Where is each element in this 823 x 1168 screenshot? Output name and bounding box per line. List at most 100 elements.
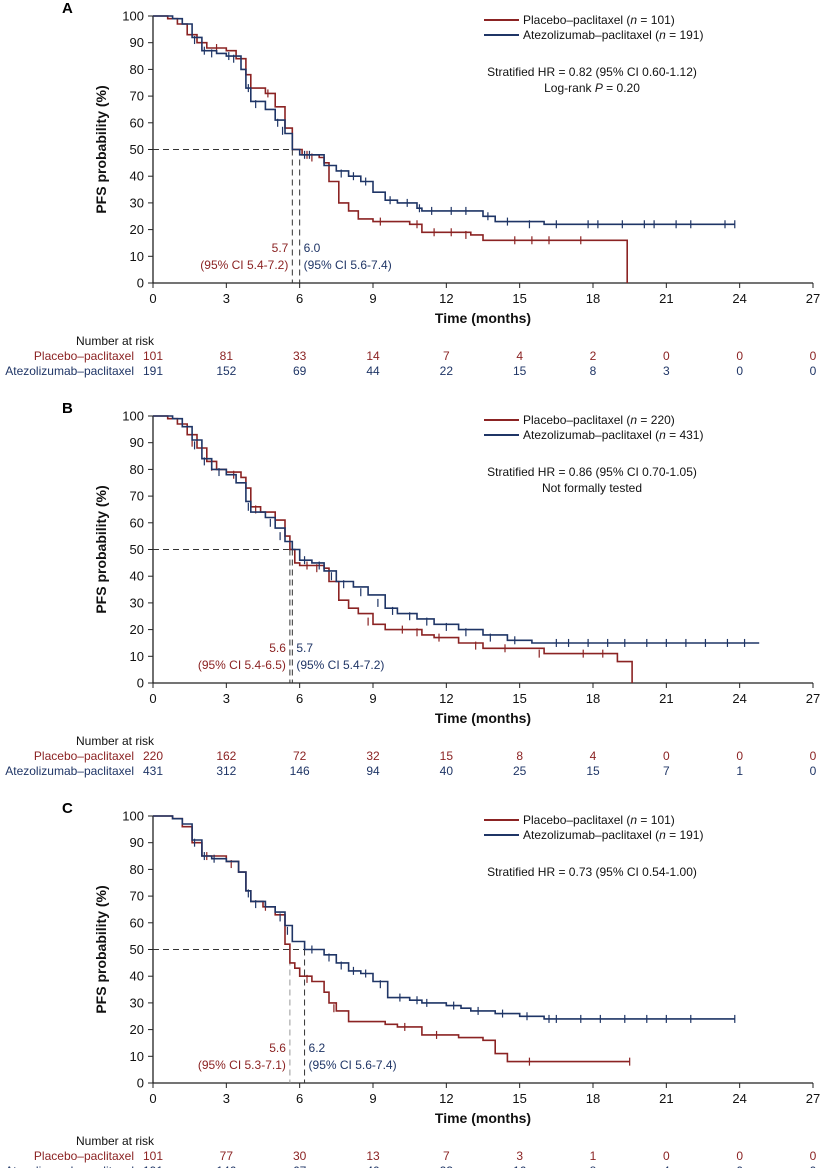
y-tick-label: 30 [130, 595, 144, 610]
y-tick-label: 10 [130, 649, 144, 664]
y-tick-label: 80 [130, 462, 144, 477]
y-tick-label: 0 [137, 1076, 144, 1091]
x-tick-label: 27 [806, 291, 820, 306]
y-axis-title: PFS probability (%) [93, 485, 109, 613]
legend-entry-placebo: Placebo–paclitaxel (n = 220) [523, 413, 675, 427]
y-tick-label: 90 [130, 835, 144, 850]
km-curve-placebo [153, 415, 633, 683]
risk-value-atezo: 69 [293, 364, 307, 378]
y-tick-label: 10 [130, 1049, 144, 1064]
risk-value-placebo: 0 [810, 749, 817, 763]
legend-text-post: = 191) [666, 28, 704, 42]
legend-text-pre: Atezolizumab–paclitaxel ( [523, 428, 659, 442]
risk-value-placebo: 3 [516, 1149, 523, 1163]
risk-value-placebo: 72 [293, 749, 307, 763]
x-tick-label: 6 [296, 1091, 303, 1106]
x-tick-label: 12 [439, 691, 453, 706]
risk-value-atezo: 0 [736, 364, 743, 378]
legend-entry-atezo: Atezolizumab–paclitaxel (n = 191) [523, 828, 703, 842]
x-axis-title: Time (months) [435, 310, 531, 326]
y-tick-label: 10 [130, 249, 144, 264]
y-tick-label: 100 [122, 809, 144, 824]
median-value-placebo: 5.7 [272, 241, 289, 255]
risk-value-placebo: 0 [736, 1149, 743, 1163]
legend-text-post: = 220) [637, 413, 675, 427]
median-ci-atezo: (95% CI 5.6-7.4) [309, 1058, 397, 1072]
risk-row-label-atezo: Atezolizumab–paclitaxel [5, 764, 134, 778]
risk-value-placebo: 2 [590, 349, 597, 363]
x-tick-label: 9 [369, 1091, 376, 1106]
risk-value-atezo: 0 [810, 764, 817, 778]
legend-text-n: n [630, 813, 637, 827]
legend-text-n: n [659, 828, 666, 842]
y-tick-label: 100 [122, 409, 144, 424]
y-axis-title: PFS probability (%) [93, 85, 109, 213]
annotation-text: Log-rank [544, 81, 595, 95]
x-tick-label: 18 [586, 691, 600, 706]
legend-text-post: = 431) [666, 428, 704, 442]
median-ci-placebo: (95% CI 5.3-7.1) [198, 1058, 286, 1072]
risk-value-placebo: 4 [516, 349, 523, 363]
risk-value-atezo: 146 [290, 764, 310, 778]
x-tick-label: 6 [296, 291, 303, 306]
risk-table-title: Number at risk [76, 734, 155, 748]
legend-entry-atezo: Atezolizumab–paclitaxel (n = 191) [523, 28, 703, 42]
y-tick-label: 30 [130, 195, 144, 210]
x-tick-label: 27 [806, 691, 820, 706]
median-value-atezo: 6.2 [309, 1041, 326, 1055]
risk-value-placebo: 220 [143, 749, 163, 763]
median-ci-placebo: (95% CI 5.4-6.5) [198, 658, 286, 672]
risk-value-placebo: 32 [366, 749, 380, 763]
risk-value-placebo: 101 [143, 1149, 163, 1163]
legend-text-n: n [630, 13, 637, 27]
legend-text-pre: Atezolizumab–paclitaxel ( [523, 828, 659, 842]
risk-value-placebo: 30 [293, 1149, 307, 1163]
legend-text-post: = 101) [637, 813, 675, 827]
median-ci-atezo: (95% CI 5.4-7.2) [296, 658, 384, 672]
legend-entry-atezo: Atezolizumab–paclitaxel (n = 431) [523, 428, 703, 442]
risk-value-atezo: 40 [440, 764, 454, 778]
legend-text-pre: Placebo–paclitaxel ( [523, 13, 630, 27]
x-tick-label: 27 [806, 1091, 820, 1106]
risk-value-placebo: 14 [366, 349, 380, 363]
legend-text-post: = 191) [666, 828, 704, 842]
panel-label: C [62, 800, 73, 817]
risk-row-label-placebo: Placebo–paclitaxel [34, 749, 134, 763]
risk-row-label-atezo: Atezolizumab–paclitaxel [5, 1164, 134, 1168]
y-tick-label: 90 [130, 435, 144, 450]
y-tick-label: 60 [130, 515, 144, 530]
x-tick-label: 0 [149, 291, 156, 306]
risk-value-placebo: 7 [443, 1149, 450, 1163]
x-tick-label: 0 [149, 691, 156, 706]
y-tick-label: 70 [130, 889, 144, 904]
risk-value-atezo: 146 [216, 1164, 236, 1168]
km-curve-atezo [153, 15, 735, 226]
x-tick-label: 3 [223, 291, 230, 306]
risk-value-atezo: 44 [366, 364, 380, 378]
median-value-placebo: 5.6 [269, 641, 286, 655]
hr-annotation-line: Stratified HR = 0.73 (95% CI 0.54-1.00) [487, 865, 697, 879]
legend-text-post: = 101) [637, 13, 675, 27]
risk-row-label-atezo: Atezolizumab–paclitaxel [5, 364, 134, 378]
median-value-atezo: 5.7 [296, 641, 313, 655]
risk-value-placebo: 0 [810, 349, 817, 363]
risk-value-placebo: 15 [440, 749, 454, 763]
annotation-text: Not formally tested [542, 481, 642, 495]
y-tick-label: 50 [130, 942, 144, 957]
y-axis-title: PFS probability (%) [93, 885, 109, 1013]
x-tick-label: 3 [223, 691, 230, 706]
x-tick-label: 12 [439, 291, 453, 306]
risk-value-atezo: 0 [810, 364, 817, 378]
x-axis-title: Time (months) [435, 710, 531, 726]
legend-text-n: n [630, 413, 637, 427]
risk-value-atezo: 191 [143, 1164, 163, 1168]
annotation-text: Stratified HR = 0.86 (95% CI 0.70-1.05) [487, 465, 697, 479]
legend-entry-placebo: Placebo–paclitaxel (n = 101) [523, 813, 675, 827]
risk-table-title: Number at risk [76, 334, 155, 348]
x-tick-label: 21 [659, 291, 673, 306]
